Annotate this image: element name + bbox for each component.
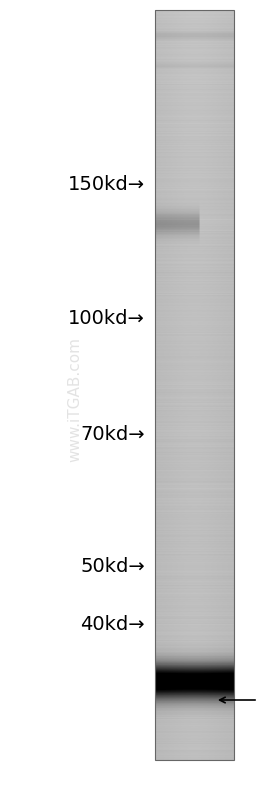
Bar	[155, 10, 234, 760]
Text: 40kd→: 40kd→	[80, 614, 145, 634]
Text: 50kd→: 50kd→	[80, 556, 145, 575]
Text: 150kd→: 150kd→	[68, 176, 145, 194]
Text: 70kd→: 70kd→	[80, 426, 145, 444]
Text: www.iTGAB.com: www.iTGAB.com	[67, 337, 83, 463]
Text: 100kd→: 100kd→	[68, 308, 145, 328]
